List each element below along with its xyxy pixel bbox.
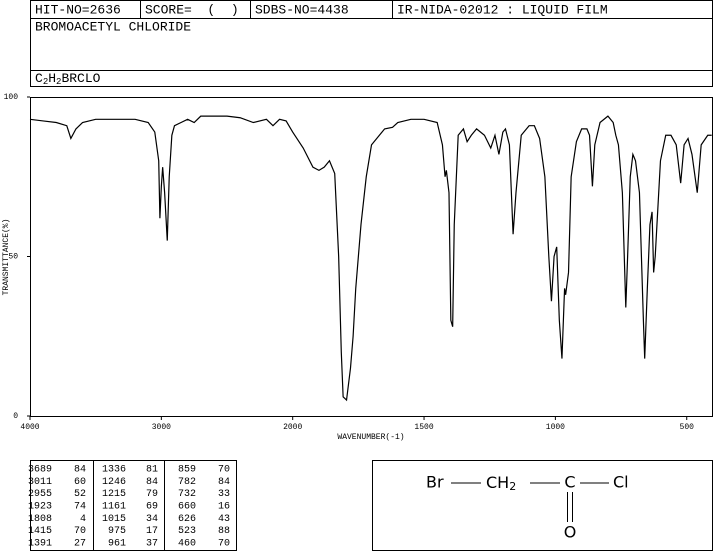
atom: Br (426, 473, 444, 492)
peak-wavenumber: 660 (178, 502, 196, 513)
spectrum-line (29, 115, 712, 402)
peak-wavenumber: 1391 (28, 538, 52, 549)
peak-table-box (30, 460, 237, 551)
peak-wavenumber: 3011 (28, 477, 52, 488)
peak-wavenumber: 1161 (102, 502, 126, 513)
structure-box (372, 460, 713, 551)
peak-wavenumber: 2955 (28, 489, 52, 500)
x-tick-label: 1500 (414, 423, 433, 432)
peak-transmittance: 34 (146, 514, 158, 525)
peak-transmittance: 16 (218, 502, 230, 513)
atom-part: CH (486, 473, 509, 492)
peak-transmittance: 79 (146, 489, 158, 500)
peak-transmittance: 81 (146, 465, 158, 476)
formula-part: BRCLO (61, 71, 100, 86)
x-tick-label: 4000 (20, 423, 39, 432)
peak-wavenumber: 1808 (28, 514, 52, 525)
peak-transmittance: 52 (74, 489, 86, 500)
score: SCORE= ( ) (145, 2, 239, 17)
peak-transmittance: 37 (146, 538, 158, 549)
peak-transmittance: 43 (218, 514, 230, 525)
x-tick-label: 1000 (546, 423, 565, 432)
y-tick-label: 0 (13, 412, 18, 421)
atom: C (564, 473, 575, 492)
x-tick-label: 2000 (283, 423, 302, 432)
peak-transmittance: 74 (74, 502, 86, 513)
plot-frame (30, 97, 713, 417)
compound-name: BROMOACETYL CHLORIDE (35, 19, 191, 34)
peak-wavenumber: 523 (178, 526, 196, 537)
x-tick-label: 500 (680, 423, 695, 432)
x-axis-label: WAVENUMBER(-1) (337, 433, 404, 442)
peak-transmittance: 27 (74, 538, 86, 549)
peak-transmittance: 70 (218, 538, 230, 549)
formula: C2H2BRCLO (35, 71, 101, 87)
name-box (30, 18, 713, 87)
peak-transmittance: 33 (218, 489, 230, 500)
atom: Cl (613, 473, 629, 492)
atom-sub: 2 (509, 480, 516, 493)
atom: O (564, 523, 577, 542)
peak-wavenumber: 1015 (102, 514, 126, 525)
structure: Br CH2 C Cl O (426, 473, 629, 542)
peak-wavenumber: 1215 (102, 489, 126, 500)
peak-transmittance: 60 (74, 477, 86, 488)
peak-transmittance: 84 (146, 477, 158, 488)
peak-transmittance: 84 (218, 477, 230, 488)
y-tick-label: 100 (4, 93, 19, 102)
peak-wavenumber: 975 (108, 526, 126, 537)
peak-wavenumber: 626 (178, 514, 196, 525)
header-box (30, 0, 713, 19)
method: IR-NIDA-02012 : LIQUID FILM (397, 2, 608, 17)
peak-table: 3689 84 3011 60 2955 52 1923 74 1808 4 1415 70 1391 2… (28, 465, 230, 550)
peak-transmittance: 69 (146, 502, 158, 513)
peak-wavenumber: 3689 (28, 465, 52, 476)
peak-transmittance: 4 (80, 514, 86, 525)
peak-transmittance: 70 (218, 465, 230, 476)
formula-sub: 2 (56, 77, 61, 87)
formula-part: C (35, 71, 43, 86)
formula-sub: 2 (43, 77, 48, 87)
peak-wavenumber: 961 (108, 538, 126, 549)
peak-transmittance: 70 (74, 526, 86, 537)
plot: 4000 3000 2000 1500 1000 500 0 50 100 (4, 93, 713, 432)
y-axis-label: TRANSMITTANCE(%) (2, 219, 11, 296)
formula-part: H (48, 71, 56, 86)
peak-wavenumber: 1923 (28, 502, 52, 513)
y-tick-label: 50 (8, 253, 18, 262)
x-tick-label: 3000 (152, 423, 171, 432)
peak-transmittance: 84 (74, 465, 86, 476)
peak-wavenumber: 1415 (28, 526, 52, 537)
peak-transmittance: 88 (218, 526, 230, 537)
hit-no: HIT-NO=2636 (35, 2, 121, 17)
peak-transmittance: 17 (146, 526, 158, 537)
peak-wavenumber: 732 (178, 489, 196, 500)
peak-wavenumber: 782 (178, 477, 196, 488)
atom: CH2 (486, 473, 516, 494)
peak-wavenumber: 1246 (102, 477, 126, 488)
peak-wavenumber: 460 (178, 538, 196, 549)
peak-wavenumber: 1336 (102, 465, 126, 476)
peak-wavenumber: 859 (178, 465, 196, 476)
sdbs-no: SDBS-NO=4438 (255, 2, 349, 17)
